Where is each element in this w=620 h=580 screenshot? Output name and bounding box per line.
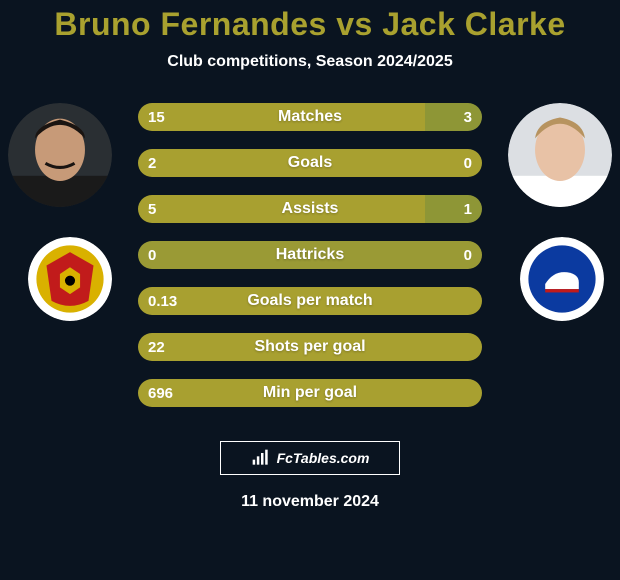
club1-crest (28, 237, 112, 321)
stat-value-p2: 1 (464, 195, 472, 223)
stat-row: Hattricks0 0 (138, 241, 482, 269)
stat-rows: Matches153Goals20Assists51Hattricks00Goa… (138, 103, 482, 425)
stat-row: Shots per goal22 (138, 333, 482, 361)
page-subtitle: Club competitions, Season 2024/2025 (0, 53, 620, 71)
stat-value-p1: 5 (148, 195, 156, 223)
stat-value-p1: 15 (148, 103, 165, 131)
stat-row: Goals per match0.13 (138, 287, 482, 315)
stat-row: Min per goal696 (138, 379, 482, 407)
stat-value-p1: 696 (148, 379, 173, 407)
avatar-player2-svg (508, 103, 612, 207)
stat-row: Goals2 0 (138, 149, 482, 177)
avatar-player1-svg (8, 103, 112, 207)
stat-row: Matches15 3 (138, 103, 482, 131)
comparison-chart: Matches153Goals20Assists51Hattricks00Goa… (0, 103, 620, 433)
stat-label: Min per goal (138, 379, 482, 407)
page-title: Bruno Fernandes vs Jack Clarke (0, 0, 620, 43)
stat-value-p1: 0.13 (148, 287, 177, 315)
stat-label: Goals per match (138, 287, 482, 315)
stat-label: Assists (138, 195, 482, 223)
stat-label: Hattricks (138, 241, 482, 269)
crest-club1-svg (28, 237, 112, 321)
branding-box: FcTables.com (220, 441, 400, 475)
stat-value-p2: 3 (464, 103, 472, 131)
stat-value-p1: 0 (148, 241, 156, 269)
branding-text: FcTables.com (277, 450, 370, 466)
crest-club2-svg (520, 237, 604, 321)
stat-row: Assists5 1 (138, 195, 482, 223)
stat-value-p1: 2 (148, 149, 156, 177)
player1-avatar (8, 103, 112, 207)
date-text: 11 november 2024 (0, 493, 620, 511)
player2-avatar (508, 103, 612, 207)
stat-value-p2: 0 (464, 149, 472, 177)
stat-label: Matches (138, 103, 482, 131)
stat-label: Goals (138, 149, 482, 177)
chart-icon (251, 449, 271, 467)
stat-label: Shots per goal (138, 333, 482, 361)
club2-crest (520, 237, 604, 321)
stat-value-p2: 0 (464, 241, 472, 269)
stat-value-p1: 22 (148, 333, 165, 361)
